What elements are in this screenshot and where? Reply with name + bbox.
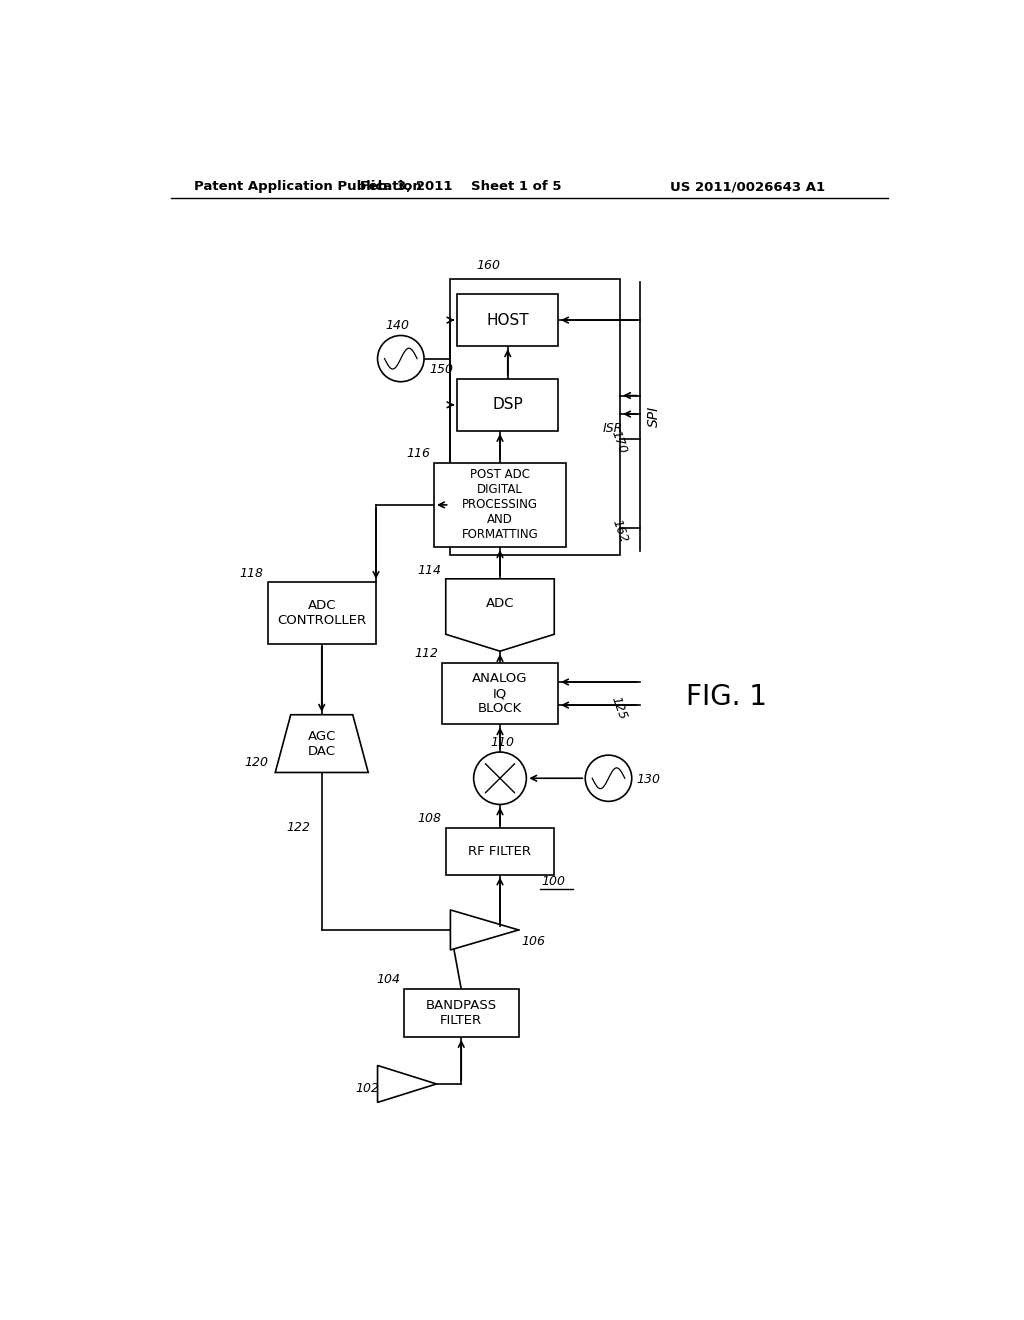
Text: DSP: DSP xyxy=(493,397,523,412)
Text: 170: 170 xyxy=(608,429,629,455)
Text: 125: 125 xyxy=(608,696,629,722)
Polygon shape xyxy=(378,1065,436,1102)
Text: 130: 130 xyxy=(636,774,660,785)
Bar xyxy=(445,829,554,875)
Text: BANDPASS
FILTER: BANDPASS FILTER xyxy=(426,999,497,1027)
Text: ANALOG
IQ
BLOCK: ANALOG IQ BLOCK xyxy=(472,672,527,715)
Text: 116: 116 xyxy=(407,447,430,461)
Circle shape xyxy=(378,335,424,381)
Text: 140: 140 xyxy=(385,318,410,331)
Text: Patent Application Publication: Patent Application Publication xyxy=(194,181,422,194)
Bar xyxy=(458,379,558,430)
Polygon shape xyxy=(445,579,554,651)
Text: Feb. 3, 2011    Sheet 1 of 5: Feb. 3, 2011 Sheet 1 of 5 xyxy=(360,181,562,194)
Text: 114: 114 xyxy=(418,564,442,577)
Circle shape xyxy=(474,752,526,804)
Text: 110: 110 xyxy=(490,737,515,748)
Text: POST ADC
DIGITAL
PROCESSING
AND
FORMATTING: POST ADC DIGITAL PROCESSING AND FORMATTI… xyxy=(462,469,539,541)
Text: US 2011/0026643 A1: US 2011/0026643 A1 xyxy=(671,181,825,194)
Polygon shape xyxy=(275,714,369,772)
Text: 122: 122 xyxy=(286,821,310,834)
Text: HOST: HOST xyxy=(486,313,529,327)
Text: ADC
CONTROLLER: ADC CONTROLLER xyxy=(278,599,367,627)
Bar xyxy=(267,582,376,644)
Circle shape xyxy=(586,755,632,801)
Text: 106: 106 xyxy=(521,936,546,949)
Bar xyxy=(450,279,621,554)
Text: 162: 162 xyxy=(610,517,631,545)
Text: 108: 108 xyxy=(418,812,442,825)
Text: 160: 160 xyxy=(476,259,500,272)
Text: 150: 150 xyxy=(429,363,454,376)
Text: ISR: ISR xyxy=(602,422,623,436)
Text: 118: 118 xyxy=(240,566,263,579)
Text: 100: 100 xyxy=(542,875,566,887)
Bar xyxy=(442,663,558,725)
Bar xyxy=(403,989,518,1038)
Text: 102: 102 xyxy=(356,1081,380,1094)
Text: 104: 104 xyxy=(377,973,400,986)
Text: 120: 120 xyxy=(245,755,268,768)
Text: ADC: ADC xyxy=(485,597,514,610)
Text: RF FILTER: RF FILTER xyxy=(469,845,531,858)
Polygon shape xyxy=(451,909,518,950)
Bar xyxy=(434,462,566,548)
Text: AGC
DAC: AGC DAC xyxy=(307,730,336,758)
Text: FIG. 1: FIG. 1 xyxy=(686,684,767,711)
Text: SPI: SPI xyxy=(647,407,662,428)
Text: 112: 112 xyxy=(414,647,438,660)
Bar xyxy=(458,294,558,346)
